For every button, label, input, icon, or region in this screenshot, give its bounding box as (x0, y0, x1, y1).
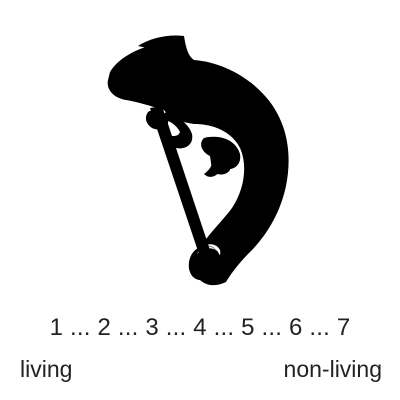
rating-scale: 1 ... 2 ... 3 ... 4 ... 5 ... 6 ... 7 (49, 314, 351, 341)
scale-anchor-living: living (20, 356, 73, 382)
chameleon-silhouette-icon (107, 35, 289, 286)
stimulus-image (107, 35, 289, 286)
scale-anchor-non-living: non-living (283, 356, 382, 382)
